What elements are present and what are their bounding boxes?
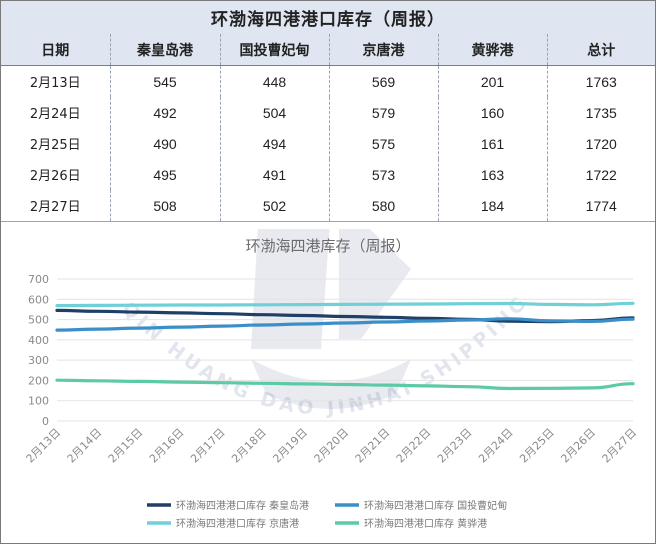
x-tick-label: 2月17日 [188,426,228,466]
column-header: 黄骅港 [438,34,548,66]
y-tick-label: 400 [28,334,49,347]
y-tick-label: 600 [28,293,49,306]
legend-label: 环渤海四港港口库存 国投曹妃甸 [364,499,507,512]
series-line-3 [55,301,635,308]
x-tick-label: 2月25日 [517,426,557,466]
table-cell: 201 [438,65,548,97]
table-cell: 579 [329,97,439,128]
table-cell: 2月27日 [1,190,111,222]
table-cell: 494 [220,128,330,159]
y-tick-label: 500 [28,314,49,327]
x-tick-label: 2月22日 [394,426,434,466]
table-cell: 161 [438,128,548,159]
page-title: 环渤海四港港口库存（周报） [1,1,655,35]
table-cell: 580 [329,190,439,222]
watermark-text: QIN HUANG DAO JINHAI SHIPPING [118,290,534,419]
table-cell: 1774 [547,190,655,222]
table-cell: 502 [220,190,330,222]
chart-title: 环渤海四港库存（周报） [245,237,410,255]
table-cell: 163 [438,159,548,190]
table-cell: 545 [110,65,221,97]
x-tick-label: 2月14日 [65,426,105,466]
x-tick-label: 2月23日 [435,426,475,466]
table-cell: 1722 [547,159,655,190]
x-tick-label: 2月18日 [229,426,269,466]
y-tick-label: 700 [28,273,49,286]
x-tick-label: 2月16日 [147,426,187,466]
x-tick-label: 2月27日 [600,426,640,466]
table-cell: 495 [110,159,221,190]
table-cell: 2月26日 [1,159,111,190]
x-tick-label: 2月15日 [106,426,146,466]
table-cell: 504 [220,97,330,128]
y-tick-label: 0 [42,415,49,428]
table-cell: 569 [329,65,439,97]
column-header: 国投曹妃甸 [220,34,330,66]
series-line-4 [55,378,635,391]
column-header: 总计 [547,34,655,66]
inventory-chart: QIN HUANG DAO JINHAI SHIPPING 环渤海四港库存（周报… [1,134,655,543]
table-cell: 160 [438,97,548,128]
table-cell: 508 [110,190,221,222]
x-tick-label: 2月20日 [312,426,352,466]
column-header: 日期 [1,34,111,66]
table-header-row: 日期 秦皇岛港 国投曹妃甸 京唐港 黄骅港 总计 [1,34,655,66]
series-line-2 [55,317,635,332]
table-cell: 2月13日 [1,65,111,97]
legend-label: 环渤海四港港口库存 黄骅港 [364,517,487,530]
table-row: 2月25日 490 494 575 161 1720 [1,128,655,159]
column-header: 秦皇岛港 [110,34,221,66]
table-cell: 448 [220,65,330,97]
x-tick-label: 2月13日 [24,426,64,466]
table-cell: 573 [329,159,439,190]
legend-label: 环渤海四港港口库存 秦皇岛港 [176,499,309,512]
table-cell: 1720 [547,128,655,159]
table-cell: 1763 [547,65,655,97]
chart-svg: QIN HUANG DAO JINHAI SHIPPING 环渤海四港库存（周报… [24,134,640,530]
table-row: 2月26日 495 491 573 163 1722 [1,159,655,190]
y-tick-label: 100 [28,395,49,408]
table-cell: 1735 [547,97,655,128]
inventory-table: 日期 秦皇岛港 国投曹妃甸 京唐港 黄骅港 总计 2月13日 545 448 5… [1,34,655,222]
table-cell: 2月25日 [1,128,111,159]
y-tick-label: 300 [28,354,49,367]
table-row: 2月24日 492 504 579 160 1735 [1,97,655,128]
table-row: 2月27日 508 502 580 184 1774 [1,190,655,222]
legend-label: 环渤海四港港口库存 京唐港 [176,517,299,530]
table-cell: 184 [438,190,548,222]
x-tick-label: 2月26日 [558,426,598,466]
table-cell: 492 [110,97,221,128]
table-cell: 2月24日 [1,97,111,128]
y-tick-label: 200 [28,374,49,387]
table-row: 2月13日 545 448 569 201 1763 [1,65,655,97]
x-tick-label: 2月21日 [353,426,393,466]
table-cell: 575 [329,128,439,159]
table-cell: 491 [220,159,330,190]
column-header: 京唐港 [329,34,439,66]
table-cell: 490 [110,128,221,159]
x-tick-label: 2月19日 [270,426,310,466]
x-tick-label: 2月24日 [476,426,516,466]
